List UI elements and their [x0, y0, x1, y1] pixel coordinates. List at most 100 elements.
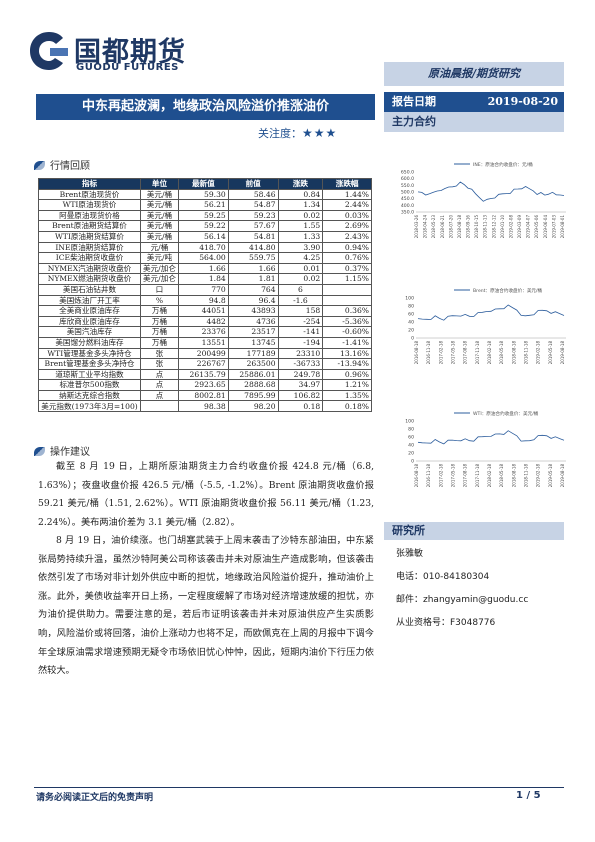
table-cell: 美元/吨	[139, 252, 179, 264]
table-cell: 美元/桶	[139, 220, 179, 232]
table-cell: 59.22	[177, 220, 229, 232]
x-tick-label: 2019-03-09	[517, 215, 522, 239]
x-tick-label: 2019-02-08	[508, 215, 513, 239]
x-tick-label: 2019-05-06	[534, 215, 539, 239]
table-cell: 库欣商业原油库存	[38, 315, 141, 328]
x-tick-label: 2019-07-03	[551, 215, 556, 239]
table-cell: 263500	[227, 358, 279, 370]
table-cell: 美国石油钻井数	[38, 283, 141, 296]
table-cell: 0.36%	[322, 305, 372, 317]
table-cell: WTI原油现货价	[38, 199, 141, 211]
table-cell: NYMEX汽油期货收盘价	[38, 262, 141, 275]
table-cell: 226767	[177, 358, 229, 370]
table-cell: 44051	[177, 305, 229, 317]
table-cell: 177189	[227, 347, 279, 360]
x-tick-label: 2017-05-18	[451, 341, 456, 365]
paragraph-analysis: 8 月 19 日，油价续涨。也门胡塞武装于上周末袭击了沙特东部油田，中东紧张局势…	[38, 535, 374, 677]
researcher-email[interactable]: 邮件：zhangyamin@guodu.cc	[396, 595, 529, 605]
table-cell: 4736	[227, 315, 279, 328]
x-tick-label: 2019-08-18	[560, 341, 565, 365]
table-cell: 口	[139, 283, 179, 296]
table-cell: 7895.99	[227, 389, 279, 402]
y-tick-label: 80	[408, 304, 414, 310]
table-cell: 0.18%	[322, 400, 372, 413]
table-row: 美元指数(1973年3月=100) 98.38 98.20 0.18 0.18%	[38, 400, 372, 413]
table-row: 标准普尔500指数点 2923.65 2888.68 34.97 1.21%	[38, 379, 372, 391]
table-cell: 96.4	[227, 294, 279, 307]
x-tick-label: 2019-01-10	[500, 215, 505, 239]
table-cell: 0.02	[277, 273, 324, 285]
table-cell: 23376	[177, 326, 229, 338]
researcher-heading: 研究所	[392, 524, 425, 537]
brand-name-en: GUODU FUTURES	[76, 62, 179, 73]
x-tick-label: 2018-05-23	[431, 215, 436, 239]
table-cell: 564.00	[177, 252, 229, 264]
table-row: Brent管理基金多头净持仓张 226767 263500 -36733 -13.94%	[38, 358, 372, 370]
table-cell: 249.78	[277, 368, 324, 381]
table-cell	[322, 283, 372, 296]
table-row: 纳斯达克综合指数点 8002.81 7895.99 106.82 1.35%	[38, 389, 372, 402]
table-cell	[139, 400, 179, 413]
x-tick-label: 2018-02-18	[487, 341, 492, 365]
chart-svg: INE：原油合约收盘价：元/桶 650.0600.0550.0500.0450.0…	[401, 161, 566, 239]
x-tick-label: 2019-08-01	[560, 215, 565, 239]
table-cell: 0.96%	[322, 368, 372, 381]
table-cell: 59.30	[177, 188, 229, 201]
x-tick-label: 2018-08-18	[511, 464, 516, 488]
y-tick-label: 450.0	[401, 196, 414, 202]
table-cell: 点	[139, 368, 179, 381]
table-cell: 418.70	[177, 241, 229, 254]
table-cell: 94.8	[177, 294, 229, 307]
table-cell: 13745	[227, 336, 279, 349]
table-cell: 25886.01	[227, 368, 279, 381]
x-tick-label: 2016-11-18	[426, 341, 431, 365]
x-tick-label: 2017-05-18	[451, 464, 456, 488]
chart-brent-crude: Brent：原油合约收盘价：美元/桶 100 80 60 40 20 0 2016-08-18…	[394, 282, 572, 386]
table-row: 全美商业原油库存 万桶 44051 43893 158 0.36%	[38, 305, 372, 317]
y-tick-label: 400.0	[401, 203, 414, 209]
x-tick-label: 2017-08-18	[463, 341, 468, 365]
brand-name-cn: 国都期货	[74, 37, 186, 68]
table-row: Brent原油期货结算价 美元/桶 59.22 57.67 1.55 2.69%	[38, 220, 372, 232]
footer-divider	[34, 787, 564, 788]
table-header-cell: 前值	[227, 178, 279, 190]
table-row: 美国馏分燃料油库存 万桶 13551 13745 -194 -1.41%	[38, 336, 372, 349]
table-cell: -5.36%	[322, 315, 372, 328]
table-header-cell: 涨跌幅	[322, 178, 372, 190]
x-tick-label: 2018-04-24	[423, 215, 428, 239]
legend-label: Brent：原油合约收盘价：美元/桶	[473, 287, 543, 294]
disclaimer-note: 请务必阅读正文后的免责声明	[36, 793, 154, 803]
table-row: 美国石油钻井数口 770 764 6	[38, 283, 372, 296]
table-cell: ICE柴油期货收盘价	[38, 252, 141, 264]
table-cell: 0.76%	[322, 252, 372, 264]
table-cell: -1.6	[277, 294, 324, 307]
table-header-cell: 涨跌	[277, 178, 324, 190]
table-cell: 点	[139, 379, 179, 391]
y-tick-label: 80	[408, 427, 414, 433]
table-cell: 0.01	[277, 262, 324, 275]
table-cell: 1.35%	[322, 389, 372, 402]
table-cell: 59.23	[227, 209, 279, 222]
section-icon	[34, 447, 45, 456]
table-cell: 56.21	[177, 199, 229, 211]
table-cell: 6	[277, 283, 324, 296]
table-cell: 8002.81	[177, 389, 229, 402]
y-tick-label: 20	[408, 451, 414, 457]
section-review-label: 行情回顾	[50, 161, 90, 172]
table-cell: 23310	[277, 347, 324, 360]
x-tick-label: 2017-11-18	[475, 341, 480, 365]
section-advice-heading: 操作建议	[34, 443, 90, 458]
researcher-phone: 电话：010-84180304	[396, 572, 490, 582]
y-tick-label: 0	[411, 336, 414, 342]
table-cell: 0.94%	[322, 241, 372, 254]
table-header-cell: 单位	[139, 178, 179, 190]
price-table: 指标 单位 最新值 前值 涨跌 涨跌幅 Brent原油现货价 美元/桶 59.30 5…	[38, 178, 372, 413]
table-cell: 56.14	[177, 230, 229, 243]
table-cell: 张	[139, 358, 179, 370]
x-tick-label: 2016-08-18	[414, 341, 419, 365]
x-tick-label: 2018-06-21	[440, 215, 445, 239]
table-cell: 美元/加仑	[139, 273, 179, 285]
y-tick-label: 20	[408, 328, 414, 334]
table-cell: 美元/桶	[139, 199, 179, 211]
